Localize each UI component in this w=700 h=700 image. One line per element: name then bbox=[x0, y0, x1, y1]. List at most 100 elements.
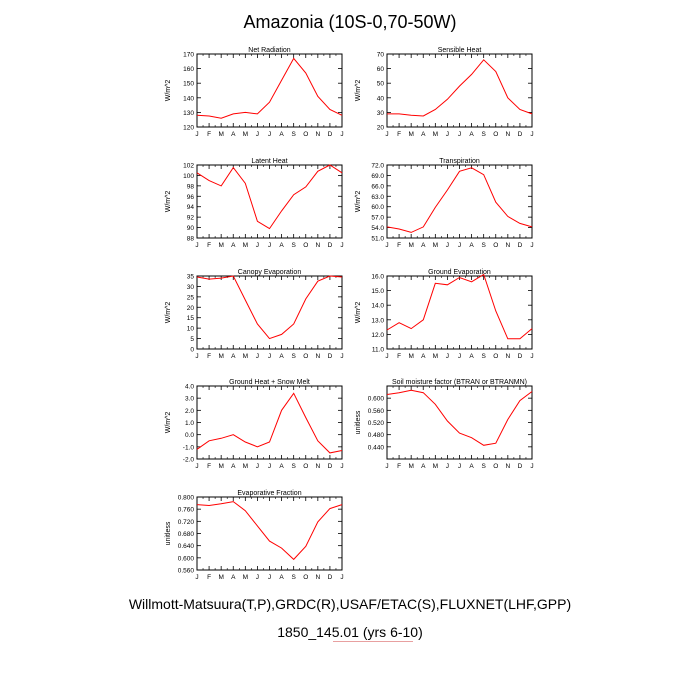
y-tick-label: 92 bbox=[187, 215, 195, 222]
y-tick-label: 70 bbox=[377, 52, 385, 59]
x-tick-label: D bbox=[328, 463, 333, 470]
y-tick-label: 60 bbox=[377, 66, 385, 73]
x-tick-label: F bbox=[207, 574, 211, 581]
x-tick-label: J bbox=[340, 463, 343, 470]
x-tick-label: J bbox=[195, 574, 198, 581]
x-tick-label: J bbox=[446, 131, 449, 138]
plot-frame bbox=[196, 496, 343, 571]
x-tick-label: D bbox=[518, 353, 523, 360]
y-tick-label: 102 bbox=[183, 163, 194, 170]
x-tick-label: J bbox=[446, 463, 449, 470]
x-tick-label: O bbox=[303, 574, 308, 581]
x-tick-label: A bbox=[469, 353, 474, 360]
panel-title: Net Radiation bbox=[248, 47, 291, 54]
y-tick-label: 0.720 bbox=[178, 519, 195, 526]
y-tick-label: 0.760 bbox=[178, 507, 195, 514]
y-tick-label: 51.0 bbox=[371, 236, 384, 243]
panel-title: Evaporative Fraction bbox=[237, 490, 301, 497]
panel-title: Soil moisture factor (BTRAN or BTRANMN) bbox=[392, 379, 527, 386]
y-tick-label: 0.480 bbox=[368, 432, 385, 439]
series-line bbox=[386, 389, 533, 446]
series-line bbox=[196, 392, 343, 454]
x-tick-label: A bbox=[279, 242, 284, 249]
x-tick-label: J bbox=[458, 131, 461, 138]
series-line bbox=[386, 273, 533, 340]
y-axis-label: W/m^2 bbox=[355, 80, 362, 102]
x-tick-label: J bbox=[385, 242, 388, 249]
y-tick-label: 98 bbox=[187, 183, 195, 190]
y-tick-label: 3.0 bbox=[185, 396, 194, 403]
x-tick-label: A bbox=[421, 463, 426, 470]
x-tick-label: S bbox=[291, 242, 296, 249]
x-tick-label: F bbox=[397, 463, 401, 470]
x-tick-label: A bbox=[421, 242, 426, 249]
x-tick-label: D bbox=[328, 242, 333, 249]
x-tick-label: A bbox=[231, 574, 236, 581]
x-tick-label: S bbox=[291, 131, 296, 138]
x-tick-label: N bbox=[315, 353, 320, 360]
x-tick-label: N bbox=[505, 353, 510, 360]
y-tick-label: 170 bbox=[183, 52, 194, 59]
x-tick-label: D bbox=[328, 574, 333, 581]
y-axis-label: W/m^2 bbox=[165, 412, 172, 434]
x-tick-label: O bbox=[303, 353, 308, 360]
x-tick-label: M bbox=[243, 353, 248, 360]
x-tick-label: A bbox=[231, 463, 236, 470]
caption-underline bbox=[333, 641, 413, 642]
x-tick-label: A bbox=[421, 131, 426, 138]
case-name-caption: 1850_145.01 (yrs 6-10) bbox=[277, 624, 423, 640]
x-tick-label: J bbox=[268, 463, 271, 470]
x-tick-label: J bbox=[268, 131, 271, 138]
y-axis-label: W/m^2 bbox=[355, 302, 362, 324]
series-line bbox=[196, 164, 343, 230]
x-tick-label: S bbox=[291, 353, 296, 360]
data-sources-caption: Willmott-Matsuura(T,P),GRDC(R),USAF/ETAC… bbox=[128, 596, 572, 612]
y-tick-label: 20 bbox=[377, 125, 385, 132]
y-tick-label: 15.0 bbox=[371, 288, 384, 295]
y-tick-label: 30 bbox=[377, 110, 385, 117]
y-tick-label: -2.0 bbox=[183, 457, 195, 464]
y-tick-label: 0 bbox=[190, 347, 194, 354]
panel-title: Transpiration bbox=[439, 158, 480, 165]
panel-title: Ground Evaporation bbox=[428, 269, 491, 276]
panel-title: Latent Heat bbox=[251, 158, 287, 165]
y-tick-label: 66.0 bbox=[371, 183, 384, 190]
y-tick-label: 0.0 bbox=[185, 432, 194, 439]
x-tick-label: M bbox=[408, 131, 413, 138]
y-tick-label: 88 bbox=[187, 236, 195, 243]
chart-panel-8: Soil moisture factor (BTRAN or BTRANMN) J… bbox=[355, 379, 534, 470]
panel-title: Ground Heat + Snow Melt bbox=[229, 379, 310, 386]
panel-title: Canopy Evaporation bbox=[238, 269, 302, 276]
x-tick-label: M bbox=[433, 242, 438, 249]
y-tick-label: 0.680 bbox=[178, 531, 195, 538]
x-tick-label: M bbox=[243, 242, 248, 249]
x-tick-label: D bbox=[518, 242, 523, 249]
y-tick-label: 2.0 bbox=[185, 408, 194, 415]
x-tick-label: M bbox=[408, 463, 413, 470]
x-tick-label: M bbox=[408, 242, 413, 249]
x-tick-label: A bbox=[231, 242, 236, 249]
y-axis-label: W/m^2 bbox=[165, 302, 172, 324]
x-tick-label: F bbox=[397, 353, 401, 360]
plot-frame bbox=[386, 164, 533, 239]
series-line bbox=[196, 275, 343, 340]
x-tick-label: S bbox=[291, 574, 296, 581]
y-tick-label: 94 bbox=[187, 204, 195, 211]
x-tick-label: J bbox=[530, 463, 533, 470]
x-tick-label: J bbox=[530, 242, 533, 249]
x-tick-label: A bbox=[469, 463, 474, 470]
x-tick-label: M bbox=[218, 131, 223, 138]
y-tick-label: 72.0 bbox=[371, 163, 384, 170]
x-tick-label: A bbox=[469, 131, 474, 138]
y-tick-label: 160 bbox=[183, 66, 194, 73]
series-line bbox=[196, 501, 343, 561]
y-tick-label: 10 bbox=[187, 326, 195, 333]
x-tick-label: J bbox=[446, 242, 449, 249]
x-tick-label: S bbox=[481, 131, 486, 138]
y-tick-label: 0.640 bbox=[178, 543, 195, 550]
